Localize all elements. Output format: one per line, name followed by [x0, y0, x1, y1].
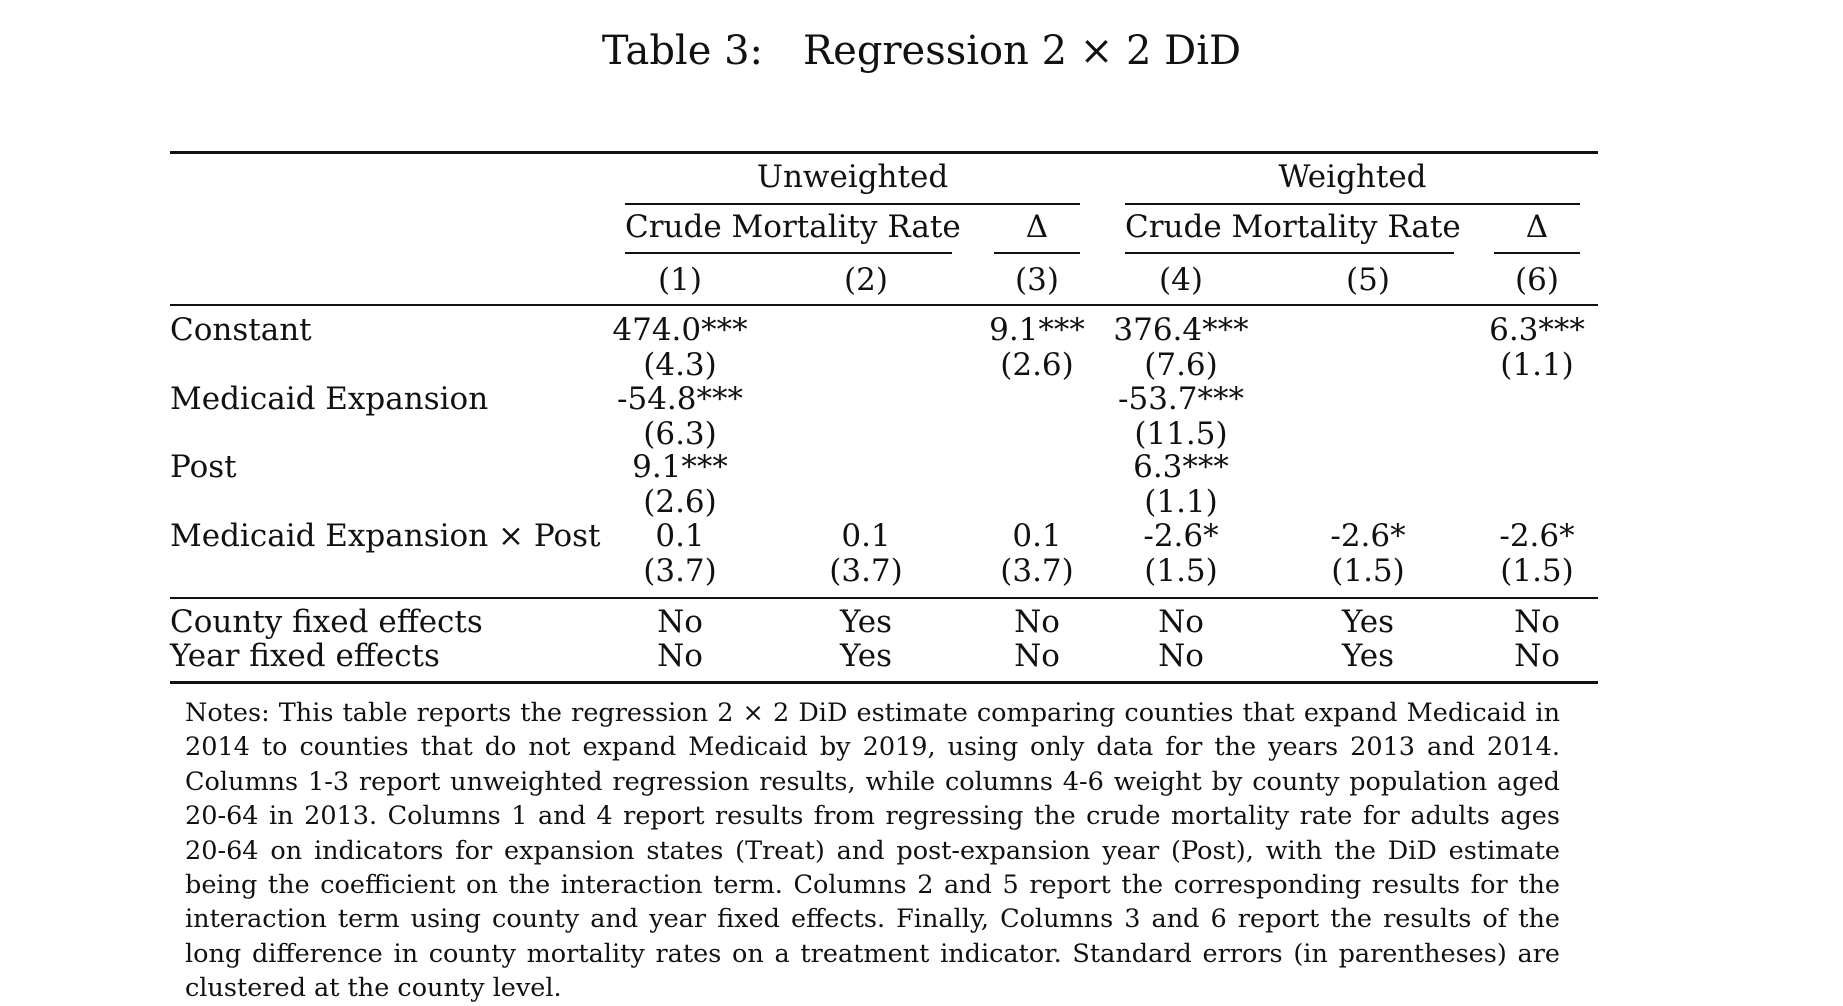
column-header-3: (3) [1015, 262, 1059, 298]
coef-interaction-col2: 0.1 [841, 518, 891, 554]
coef-medicaid-col4: -53.7*** [1118, 381, 1244, 417]
county-fe-col3: No [1014, 604, 1060, 640]
coef-interaction-col3: 0.1 [1012, 518, 1062, 554]
subgroup-rule-1 [625, 252, 952, 254]
column-header-2: (2) [844, 262, 888, 298]
coef-constant-col1: 474.0*** [612, 312, 748, 348]
year-fe-col2: Yes [839, 638, 893, 674]
body-rule [170, 597, 1598, 599]
header-rule [170, 304, 1598, 306]
subgroup-rule-4 [1494, 252, 1580, 254]
year-fe-col6: No [1514, 638, 1560, 674]
row-label-year-fe: Year fixed effects [170, 638, 440, 674]
coef-constant-col6: 6.3*** [1489, 312, 1585, 348]
table-notes: Notes: This table reports the regression… [185, 698, 1560, 1004]
group-header-weighted: Weighted [1278, 159, 1427, 195]
subgroup-header-2: Δ [1025, 209, 1049, 245]
subgroup-header-1: Crude Mortality Rate [625, 209, 961, 245]
column-header-4: (4) [1159, 262, 1203, 298]
se-interaction-col4: (1.5) [1144, 553, 1218, 589]
se-medicaid-col4: (11.5) [1134, 416, 1228, 452]
bottom-rule [170, 681, 1598, 684]
coef-interaction-col5: -2.6* [1330, 518, 1406, 554]
subgroup-header-3: Crude Mortality Rate [1125, 209, 1461, 245]
county-fe-col2: Yes [839, 604, 893, 640]
se-interaction-col5: (1.5) [1331, 553, 1405, 589]
coef-interaction-col6: -2.6* [1499, 518, 1575, 554]
subgroup-rule-3 [1125, 252, 1454, 254]
se-interaction-col1: (3.7) [643, 553, 717, 589]
se-constant-col4: (7.6) [1144, 347, 1218, 383]
coef-post-col1: 9.1*** [632, 449, 728, 485]
coef-interaction-col1: 0.1 [655, 518, 705, 554]
group-rule-weighted [1125, 203, 1580, 205]
row-label-post: Post [170, 449, 237, 485]
year-fe-col5: Yes [1341, 638, 1395, 674]
subgroup-header-4: Δ [1525, 209, 1549, 245]
table-title: Table 3: Regression 2 × 2 DiD [601, 28, 1242, 74]
se-medicaid-col1: (6.3) [643, 416, 717, 452]
se-constant-col1: (4.3) [643, 347, 717, 383]
column-header-6: (6) [1515, 262, 1559, 298]
county-fe-col6: No [1514, 604, 1560, 640]
year-fe-col1: No [657, 638, 703, 674]
coef-post-col4: 6.3*** [1133, 449, 1229, 485]
subgroup-rule-2 [994, 252, 1080, 254]
group-header-unweighted: Unweighted [756, 159, 949, 195]
se-constant-col6: (1.1) [1500, 347, 1574, 383]
se-interaction-col6: (1.5) [1500, 553, 1574, 589]
se-post-col1: (2.6) [643, 484, 717, 520]
coef-interaction-col4: -2.6* [1143, 518, 1219, 554]
top-rule [170, 151, 1598, 154]
column-header-1: (1) [658, 262, 702, 298]
row-label-medicaid-expansion: Medicaid Expansion [170, 381, 489, 417]
coef-medicaid-col1: -54.8*** [617, 381, 743, 417]
se-post-col4: (1.1) [1144, 484, 1218, 520]
se-constant-col3: (2.6) [1000, 347, 1074, 383]
coef-constant-col3: 9.1*** [989, 312, 1085, 348]
group-rule-unweighted [625, 203, 1080, 205]
row-label-interaction: Medicaid Expansion × Post [170, 518, 601, 554]
row-label-constant: Constant [170, 312, 312, 348]
county-fe-col1: No [657, 604, 703, 640]
row-label-county-fe: County fixed effects [170, 604, 483, 640]
year-fe-col3: No [1014, 638, 1060, 674]
county-fe-col5: Yes [1341, 604, 1395, 640]
year-fe-col4: No [1158, 638, 1204, 674]
coef-constant-col4: 376.4*** [1113, 312, 1249, 348]
se-interaction-col2: (3.7) [829, 553, 903, 589]
county-fe-col4: No [1158, 604, 1204, 640]
se-interaction-col3: (3.7) [1000, 553, 1074, 589]
column-header-5: (5) [1346, 262, 1390, 298]
